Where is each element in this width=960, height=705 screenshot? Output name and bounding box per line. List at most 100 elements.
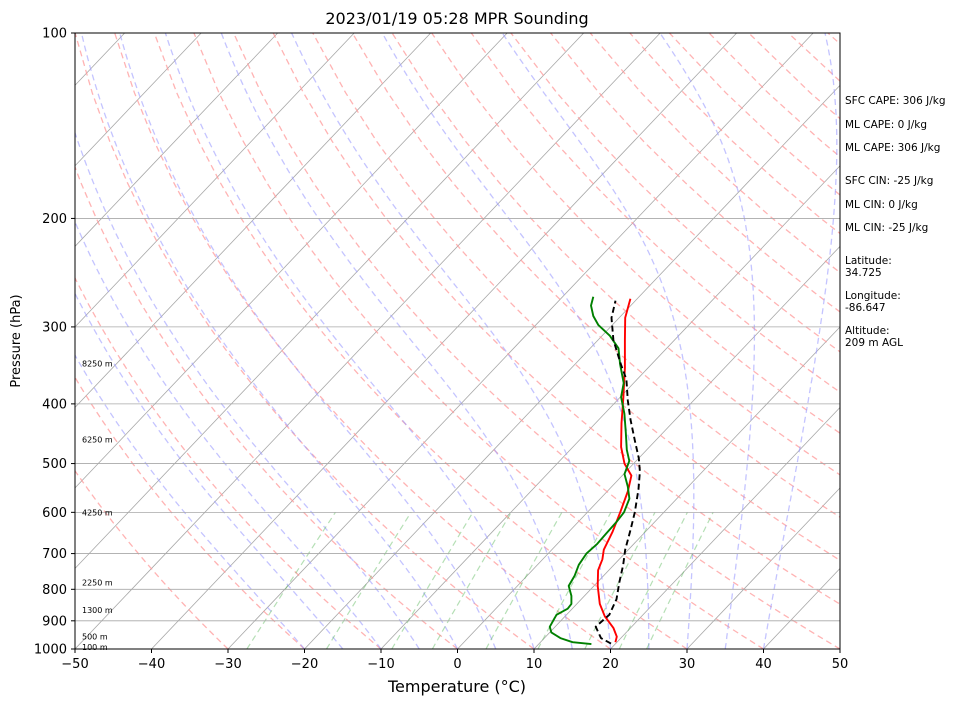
x-axis-ticks: −50 −40 −30 −20 −10 0 10 20 30 40 50 <box>61 649 848 672</box>
ml-cin: ML CIN: 0 J/kg <box>845 199 918 211</box>
moist-adiabat <box>220 33 573 649</box>
isotherm <box>75 33 202 167</box>
x-tick-label: 30 <box>679 657 696 672</box>
dry-adiabat <box>75 376 305 649</box>
x-tick-label: −10 <box>367 657 394 672</box>
x-axis-label: Temperature (°C) <box>387 677 526 696</box>
sfc-cape: SFC CAPE: 306 J/kg <box>845 95 946 107</box>
isotherm <box>75 33 355 328</box>
moist-adiabat <box>164 33 535 649</box>
mixing-ratio-line <box>646 512 714 649</box>
mixing-ratio-line <box>325 511 412 649</box>
dry-adiabat <box>351 33 840 518</box>
mixing-ratio-line <box>537 512 612 649</box>
y-tick-label: 300 <box>42 320 67 335</box>
y-axis-ticks: 100 200 300 400 500 600 700 800 900 1000 <box>34 27 75 658</box>
height-label: 100 m <box>82 643 108 652</box>
moist-adiabat <box>291 33 612 649</box>
height-label: 4250 m <box>82 508 113 517</box>
y-tick-label: 1000 <box>34 643 67 658</box>
isotherm <box>0 33 48 649</box>
x-tick-label: −30 <box>214 657 241 672</box>
mixing-ratio-line <box>431 511 512 649</box>
isotherm <box>227 33 814 649</box>
moist-adiabat <box>381 33 650 649</box>
isotherm <box>75 33 431 409</box>
isotherm <box>151 33 737 649</box>
isotherm <box>75 33 278 247</box>
ml-cape-2: ML CAPE: 306 J/kg <box>845 142 941 154</box>
ml-cin-2: ML CIN: -25 J/kg <box>845 222 929 234</box>
height-label: 6250 m <box>82 436 113 445</box>
dry-adiabat <box>431 33 840 434</box>
dry-adiabat <box>470 33 840 393</box>
x-tick-label: 20 <box>602 657 619 672</box>
mixing-ratio-line <box>246 511 336 649</box>
isotherm <box>75 33 584 570</box>
mixing-ratio-line <box>485 512 563 649</box>
moist-adiabat <box>501 33 695 649</box>
x-tick-label: 10 <box>526 657 543 672</box>
height-label: 2250 m <box>82 579 113 588</box>
y-tick-label: 400 <box>42 397 67 412</box>
isotherm <box>75 33 508 489</box>
isotherm <box>380 165 840 649</box>
x-tick-label: −40 <box>138 657 165 672</box>
sounding-traces <box>548 296 641 646</box>
moist-adiabat <box>75 130 420 649</box>
dry-adiabat <box>272 33 840 605</box>
moist-adiabat <box>659 33 756 649</box>
dry-adiabat <box>75 33 535 649</box>
height-label: 1300 m <box>82 606 113 615</box>
x-tick-label: 50 <box>832 657 849 672</box>
y-tick-label: 600 <box>42 506 67 521</box>
y-tick-label: 700 <box>42 547 67 562</box>
dry-adiabat <box>75 165 458 649</box>
dry-adiabat <box>510 33 840 353</box>
moist-adiabat <box>75 220 382 649</box>
dry-adiabat <box>312 33 840 562</box>
isotherm <box>304 84 840 649</box>
moist-adiabat <box>75 292 344 649</box>
sfc-cin: SFC CIN: -25 J/kg <box>845 175 934 187</box>
isotherm <box>75 33 661 649</box>
dry-adiabat <box>75 469 229 649</box>
longitude: Longitude: -86.647 <box>845 290 901 314</box>
y-tick-label: 200 <box>42 212 67 227</box>
dry-adiabat <box>233 33 840 649</box>
mixing-ratio-line <box>618 512 688 649</box>
mixing-ratio-line <box>584 512 656 649</box>
dry-adiabat <box>193 33 764 649</box>
dry-adiabat <box>391 33 840 476</box>
height-label: 8250 m <box>82 360 113 369</box>
height-label: 500 m <box>82 633 108 642</box>
dry-adiabat <box>114 33 611 649</box>
x-tick-label: −20 <box>291 657 318 672</box>
isotherm <box>610 406 840 649</box>
x-tick-label: 40 <box>755 657 772 672</box>
moist-adiabat <box>75 353 305 649</box>
x-tick-label: −50 <box>61 657 88 672</box>
isotherm <box>533 326 840 649</box>
y-tick-label: 500 <box>42 457 67 472</box>
y-tick-label: 900 <box>42 614 67 629</box>
isotherm <box>686 487 840 649</box>
isotherm <box>457 245 840 649</box>
altitude: Altitude: 209 m AGL <box>845 325 903 349</box>
temperature-trace <box>596 298 633 643</box>
parcel-trace <box>594 300 641 645</box>
latitude: Latitude: 34.725 <box>845 255 892 279</box>
y-tick-label: 100 <box>42 27 67 42</box>
moist-adiabat <box>762 33 838 649</box>
mixing-ratio-line <box>391 511 474 649</box>
x-tick-label: 0 <box>453 657 461 672</box>
guide-lines <box>0 33 840 649</box>
dewpoint-trace <box>548 296 631 646</box>
y-tick-label: 800 <box>42 583 67 598</box>
stats-panel: SFC CAPE: 306 J/kg ML CAPE: 0 J/kg ML CA… <box>845 0 960 705</box>
moist-adiabat <box>80 33 459 649</box>
dry-adiabat <box>153 33 688 649</box>
y-axis-label: Pressure (hPa) <box>9 294 24 387</box>
